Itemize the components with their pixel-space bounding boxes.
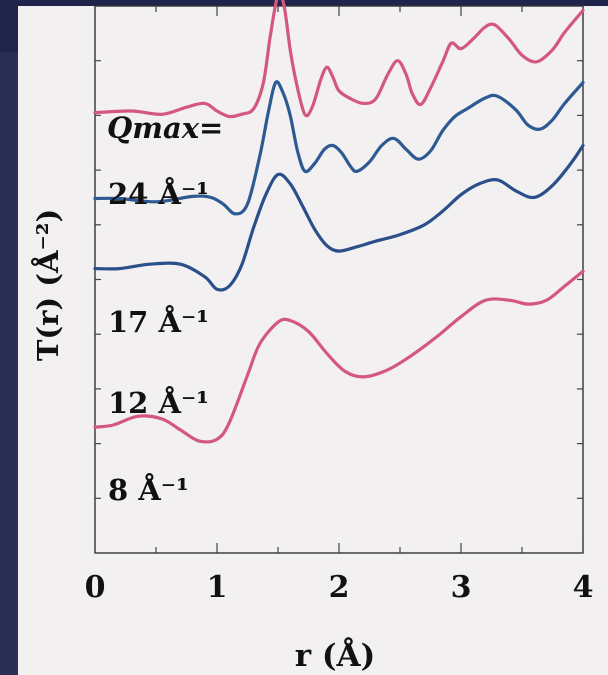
- x-tick-label: 0: [85, 570, 106, 605]
- series-line: [93, 80, 585, 216]
- axis-ticks: [94, 6, 584, 553]
- series-line: [93, 269, 585, 444]
- legend-title: Qmax=: [107, 111, 223, 145]
- series-line: [93, 0, 585, 119]
- series-label: 17 Å⁻¹: [108, 304, 209, 339]
- x-tick-labels: 0 1 2 3 4: [85, 570, 594, 605]
- x-axis-label: r (Å): [295, 636, 376, 674]
- y-axis-label: T(r) (Å⁻²): [30, 209, 65, 361]
- series-lines: [93, 0, 585, 444]
- series-label: 12 Å⁻¹: [108, 385, 209, 420]
- x-tick-label: 3: [451, 570, 472, 605]
- x-tick-label: 1: [207, 570, 228, 605]
- series-line: [93, 143, 585, 292]
- x-tick-label: 4: [573, 570, 594, 605]
- figure-panel: [18, 6, 608, 675]
- x-tick-label: 2: [329, 570, 350, 605]
- series-label: 24 Å⁻¹: [108, 176, 209, 211]
- series-label: 8 Å⁻¹: [108, 472, 189, 507]
